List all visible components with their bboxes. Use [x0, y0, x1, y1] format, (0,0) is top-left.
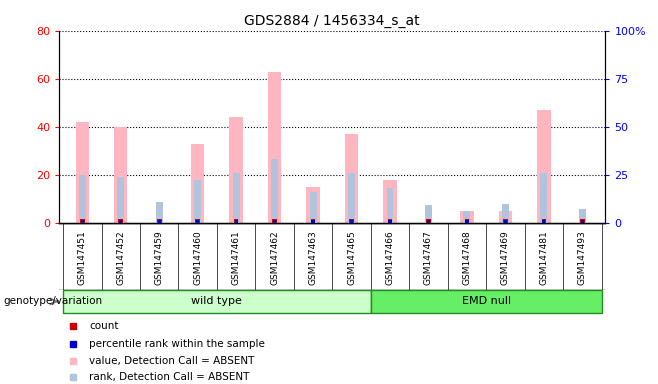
Text: value, Detection Call = ABSENT: value, Detection Call = ABSENT — [89, 356, 255, 366]
Text: GSM147461: GSM147461 — [232, 230, 241, 285]
Bar — [81, 220, 84, 223]
Bar — [345, 134, 358, 223]
Text: percentile rank within the sample: percentile rank within the sample — [89, 339, 265, 349]
Bar — [350, 220, 353, 223]
Bar — [76, 122, 89, 223]
Text: GSM147466: GSM147466 — [386, 230, 395, 285]
Bar — [540, 173, 547, 223]
Bar — [311, 219, 315, 223]
Bar — [272, 219, 277, 223]
Bar — [502, 204, 509, 223]
Bar — [118, 219, 123, 223]
Bar — [465, 220, 468, 223]
Text: EMD null: EMD null — [461, 296, 511, 306]
Bar — [195, 219, 200, 223]
Bar — [537, 110, 551, 223]
Text: GSM147463: GSM147463 — [309, 230, 318, 285]
Bar — [63, 290, 370, 313]
Bar — [388, 220, 392, 223]
Bar — [427, 220, 430, 223]
Bar — [542, 220, 545, 223]
Bar — [503, 219, 508, 223]
Bar — [307, 187, 320, 223]
Bar — [157, 219, 161, 223]
Text: GSM147460: GSM147460 — [193, 230, 202, 285]
Bar — [119, 220, 122, 223]
Text: genotype/variation: genotype/variation — [3, 296, 103, 306]
Text: GSM147465: GSM147465 — [347, 230, 356, 285]
Bar — [460, 211, 474, 223]
Bar — [156, 202, 163, 223]
Bar — [504, 220, 507, 223]
Bar — [230, 117, 243, 223]
Bar — [388, 219, 392, 223]
Bar — [499, 211, 512, 223]
Bar — [114, 127, 128, 223]
Bar — [542, 219, 546, 223]
Text: count: count — [89, 321, 118, 331]
Bar — [370, 290, 601, 313]
Bar — [579, 209, 586, 223]
Bar — [311, 220, 315, 223]
Bar — [234, 219, 238, 223]
Text: GSM147452: GSM147452 — [116, 230, 125, 285]
Bar — [580, 220, 584, 223]
Text: GSM147459: GSM147459 — [155, 230, 164, 285]
Bar — [234, 220, 238, 223]
Bar — [465, 219, 469, 223]
Bar — [310, 192, 316, 223]
Bar — [426, 219, 431, 223]
Bar — [383, 180, 397, 223]
Bar — [80, 219, 85, 223]
Bar — [273, 220, 276, 223]
Text: GSM147467: GSM147467 — [424, 230, 433, 285]
Bar — [268, 71, 282, 223]
Text: GSM147462: GSM147462 — [270, 230, 279, 285]
Bar — [194, 180, 201, 223]
Bar — [79, 175, 86, 223]
Text: wild type: wild type — [191, 296, 242, 306]
Bar — [271, 159, 278, 223]
Bar — [580, 219, 584, 223]
Bar — [425, 205, 432, 223]
Bar — [348, 173, 355, 223]
Bar — [233, 173, 240, 223]
Text: GSM147481: GSM147481 — [540, 230, 548, 285]
Bar — [196, 220, 199, 223]
Bar — [158, 220, 161, 223]
Text: GSM147469: GSM147469 — [501, 230, 510, 285]
Text: rank, Detection Call = ABSENT: rank, Detection Call = ABSENT — [89, 372, 249, 382]
Bar — [463, 211, 470, 223]
Bar — [386, 188, 393, 223]
Text: GSM147493: GSM147493 — [578, 230, 587, 285]
Text: GSM147451: GSM147451 — [78, 230, 87, 285]
Bar — [349, 219, 354, 223]
Text: GSM147468: GSM147468 — [463, 230, 471, 285]
Bar — [117, 177, 124, 223]
Title: GDS2884 / 1456334_s_at: GDS2884 / 1456334_s_at — [245, 14, 420, 28]
Bar — [191, 144, 205, 223]
